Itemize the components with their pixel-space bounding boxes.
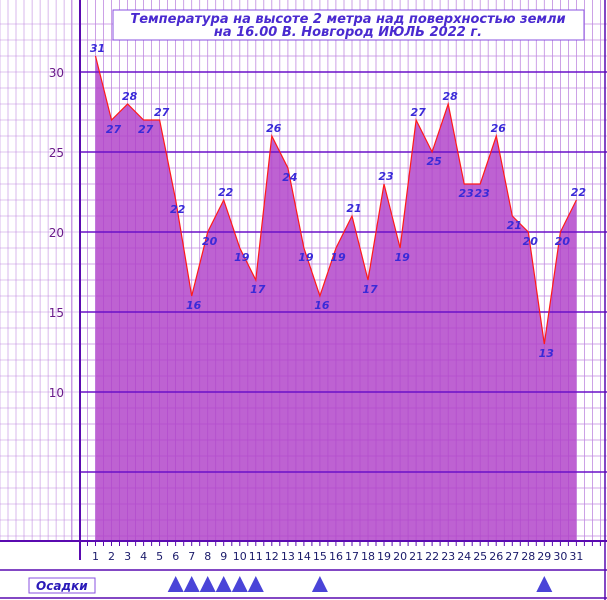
x-tick-label: 24	[457, 550, 471, 563]
data-label: 20	[202, 235, 218, 248]
x-tick-label: 7	[188, 550, 195, 563]
y-tick-label: 15	[49, 306, 64, 320]
x-tick-label: 5	[156, 550, 163, 563]
data-label: 23	[475, 187, 491, 200]
y-tick-label: 10	[49, 386, 64, 400]
precipitation-label: Осадки	[36, 579, 88, 593]
data-label: 17	[250, 283, 266, 296]
x-tick-label: 27	[505, 550, 519, 563]
chart-title-box: Температура на высоте 2 метра над поверх…	[112, 9, 585, 41]
x-tick-label: 21	[409, 550, 423, 563]
x-tick-label: 20	[393, 550, 407, 563]
precipitation-marker	[183, 576, 200, 592]
data-label: 23	[378, 170, 394, 183]
data-label: 22	[218, 186, 234, 199]
data-label: 16	[314, 299, 330, 312]
temperature-area	[95, 56, 577, 541]
x-tick-label: 13	[281, 550, 295, 563]
data-label: 23	[459, 187, 475, 200]
precipitation-marker	[536, 576, 553, 592]
data-label: 24	[282, 171, 297, 184]
data-label: 19	[298, 251, 314, 264]
precipitation-marker	[199, 576, 216, 592]
x-tick-label: 28	[521, 550, 535, 563]
x-tick-label: 8	[204, 550, 211, 563]
data-label: 21	[346, 202, 361, 215]
major-grid	[80, 71, 607, 473]
data-label: 19	[394, 251, 410, 264]
x-tick-label: 26	[489, 550, 503, 563]
data-label: 27	[138, 123, 154, 136]
precipitation-label-box	[28, 577, 96, 594]
precipitation-marker	[215, 576, 232, 592]
x-tick-label: 3	[124, 550, 131, 563]
x-tick-label: 10	[233, 550, 247, 563]
data-label: 22	[571, 186, 587, 199]
data-label: 20	[555, 235, 571, 248]
y-tick-labels: 10 15 20 25 30	[49, 66, 64, 400]
data-label: 19	[234, 251, 250, 264]
x-tick-label: 18	[361, 550, 375, 563]
temperature-line	[94, 55, 577, 345]
data-label: 16	[186, 299, 202, 312]
data-label: 28	[122, 90, 138, 103]
x-tick-label: 29	[537, 550, 551, 563]
data-label: 27	[410, 106, 426, 119]
data-label: 21	[507, 219, 522, 232]
data-label: 22	[170, 203, 186, 216]
x-tick-label: 31	[569, 550, 583, 563]
precipitation-marker	[167, 576, 184, 592]
x-tick-label: 14	[297, 550, 311, 563]
precipitation-marker	[247, 576, 264, 592]
precipitation-markers	[167, 576, 553, 592]
x-tick-label: 1	[92, 550, 99, 563]
data-label: 20	[523, 235, 539, 248]
data-label: 19	[330, 251, 346, 264]
chart-title-line-2: на 16.00 В. Новгород ИЮЛЬ 2022 г.	[214, 25, 482, 40]
data-label: 17	[362, 283, 378, 296]
data-label: 26	[491, 122, 507, 135]
x-tick-label: 22	[425, 550, 439, 563]
x-tick-label: 15	[313, 550, 327, 563]
x-tick-label: 16	[329, 550, 343, 563]
x-tick-label: 11	[249, 550, 263, 563]
x-tick-label: 23	[441, 550, 455, 563]
chart-title-line-1: Температура на высоте 2 метра над поверх…	[130, 12, 565, 27]
x-tick-labels: 1 2 3 4 5 6 7 8 9 10 11 12 13 14 15 16 17 18 19 20 21 22 23 24 2…	[92, 550, 583, 563]
x-tick-label: 30	[553, 550, 567, 563]
x-tick-label: 4	[140, 550, 147, 563]
y-tick-label: 30	[49, 66, 64, 80]
data-label: 26	[266, 122, 282, 135]
precipitation-marker	[311, 576, 328, 592]
x-tick-label: 12	[265, 550, 279, 563]
x-tick-label: 25	[473, 550, 487, 563]
x-tick-label: 19	[377, 550, 391, 563]
data-labels: 3127282727221620221917262419161921172319…	[90, 42, 587, 360]
data-label: 25	[426, 155, 442, 168]
x-tick-label: 6	[172, 550, 179, 563]
y-tick-label: 20	[49, 226, 64, 240]
data-label: 27	[106, 123, 122, 136]
x-tick-label: 2	[108, 550, 115, 563]
precipitation-row: Осадки	[28, 576, 553, 594]
data-label: 31	[90, 42, 105, 55]
data-label: 28	[443, 90, 459, 103]
y-tick-label: 25	[49, 146, 64, 160]
data-label: 27	[154, 106, 170, 119]
x-tick-label: 17	[345, 550, 359, 563]
data-label: 13	[539, 347, 555, 360]
x-tick-label: 9	[220, 550, 227, 563]
precipitation-marker	[231, 576, 248, 592]
